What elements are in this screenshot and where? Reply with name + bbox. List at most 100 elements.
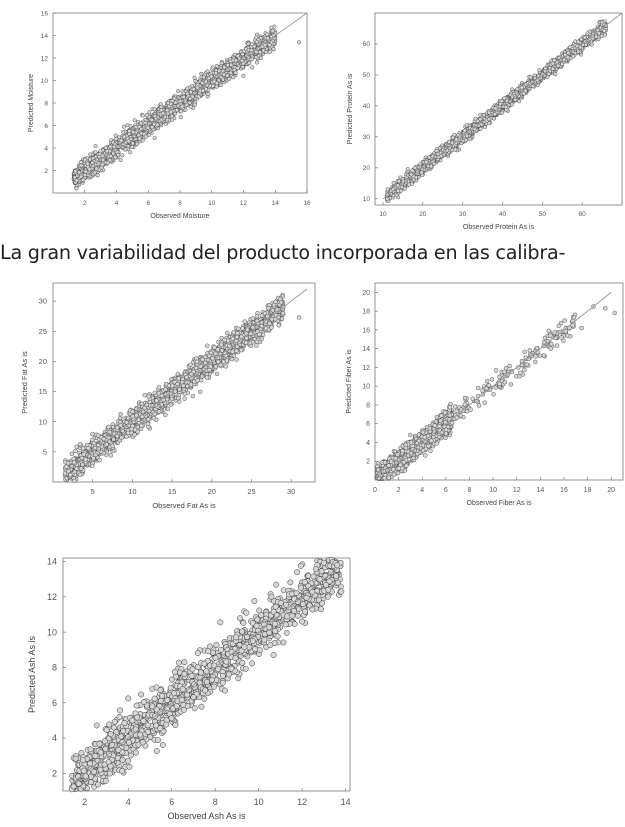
x-tick-label: 4 [115,200,119,207]
data-point [113,155,118,160]
data-point [241,61,246,66]
data-point [254,40,259,45]
x-tick-label: 40 [499,211,507,218]
plot-frame [52,282,316,483]
data-point [546,71,551,76]
data-point [94,166,99,171]
data-point [432,161,437,166]
data-point [152,136,157,141]
data-point [191,87,196,92]
data-point [149,117,154,122]
data-point [140,113,145,118]
data-point [134,125,139,130]
x-tick-label: 6 [146,200,150,207]
data-point [450,135,455,140]
data-point [137,136,142,141]
data-point [588,29,593,34]
data-point [81,177,86,182]
y-tick-label: 25 [39,327,47,336]
data-point [267,43,272,48]
data-point [88,152,93,157]
data-point [517,99,522,104]
data-point [499,99,504,104]
x-tick-label: 15 [168,487,176,496]
y-tick-label: 14 [41,33,49,40]
data-point [113,133,118,138]
data-point [446,139,451,144]
y-tick-label: 6 [44,123,48,130]
data-point [210,83,215,88]
data-point [249,42,254,47]
data-point [95,173,100,178]
data-point [181,94,186,99]
data-point [131,129,136,134]
data-point [235,53,240,58]
data-point [99,165,104,170]
x-tick-label: 30 [459,211,467,218]
data-point [410,168,415,173]
data-point [213,70,218,75]
data-point [93,150,98,155]
data-point [209,74,214,79]
data-point [413,165,418,170]
data-point [200,88,205,93]
data-point [178,109,183,114]
data-point [135,141,140,146]
data-point [271,47,276,52]
data-point [203,79,208,84]
data-point [247,61,252,66]
scatter-points [385,19,609,203]
data-point [513,97,518,102]
data-point [553,72,558,77]
data-point [221,72,226,77]
data-point [528,75,533,80]
data-point [462,128,467,133]
x-tick-label: 8 [178,200,182,207]
data-point [576,39,581,44]
data-point [147,132,152,137]
data-point [214,84,219,89]
data-point [108,144,113,149]
data-point [121,124,126,129]
data-point [467,136,472,141]
plot-frame [374,12,623,206]
data-point [594,34,599,39]
data-point [128,150,133,155]
data-point [217,68,222,73]
data-point [222,65,227,70]
data-point [98,149,103,154]
data-point [132,118,137,123]
data-point [206,91,211,96]
data-point [240,52,245,57]
data-point [235,66,240,71]
data-point [502,96,507,101]
y-tick-label: 20 [363,165,371,172]
y-tick-label: 60 [363,41,371,48]
x-tick-label: 60 [579,211,587,218]
data-point [429,164,434,169]
data-point [200,80,205,85]
data-point [585,31,590,36]
data-point [254,60,259,65]
data-point [602,28,607,33]
reference-line [76,12,308,177]
data-point [267,50,272,55]
x-tick-label: 5 [91,487,95,496]
data-point [121,129,126,134]
data-point [582,35,587,40]
data-point [73,169,78,174]
data-point [120,153,125,158]
y-tick-label: 16 [41,10,49,17]
y-tick-label: 10 [363,196,371,203]
data-point [159,104,164,109]
data-point [231,75,236,80]
data-point [185,86,190,91]
data-point [503,105,508,110]
data-point [499,110,504,115]
data-point [493,106,498,111]
data-point [107,158,112,163]
x-tick-label: 20 [419,211,427,218]
data-point [92,170,97,175]
